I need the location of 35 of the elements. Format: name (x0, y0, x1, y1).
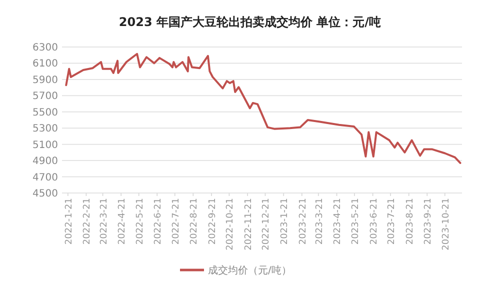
chart-title: 2023 年国产大豆轮出拍卖成交均价 单位：元/吨 (118, 15, 382, 29)
x-tick-label: 2022-10-21 (226, 198, 236, 250)
y-tick-label: 5500 (32, 107, 58, 118)
x-tick-label: 2023-8-21 (405, 198, 416, 245)
y-tick-label: 4500 (32, 188, 58, 200)
y-tick-label: 4900 (32, 156, 58, 168)
x-tick-label: 2022-6-21 (154, 198, 164, 245)
y-tick-label: 4700 (32, 172, 58, 184)
x-tick-label: 2023-4-21 (333, 198, 344, 245)
x-tick-label: 2022-2-21 (82, 198, 93, 245)
y-tick-label: 6100 (32, 58, 58, 70)
x-tick-label: 2022-3-21 (99, 198, 110, 245)
x-tick-label: 2022-9-21 (208, 198, 218, 245)
x-tick-label: 2023-10-21 (441, 198, 452, 250)
legend: 成交均价（元/吨） (180, 266, 292, 276)
y-tick-label: 6300 (32, 42, 58, 54)
legend-label: 成交均价（元/吨） (208, 264, 292, 276)
x-tick-label: 2023-9-21 (424, 198, 434, 245)
x-tick-label: 2022-8-21 (190, 198, 200, 245)
x-tick-label: 2022-1-21 (64, 198, 74, 245)
x-tick-label: 2022-11-21 (244, 198, 254, 250)
x-tick-label: 2023-1-21 (280, 198, 290, 245)
x-tick-label: 2023-5-21 (350, 198, 361, 245)
x-tick-label: 2022-4-21 (118, 198, 128, 245)
y-tick-label: 5700 (32, 91, 58, 102)
x-tick-label: 2023-2-21 (298, 198, 308, 245)
x-tick-label: 2023-6-21 (369, 198, 380, 245)
x-tick-label: 2022-5-21 (135, 198, 146, 245)
x-tick-label: 2023-3-21 (314, 198, 325, 245)
x-tick-label: 2022-7-21 (171, 198, 182, 245)
y-tick-label: 5100 (32, 140, 58, 151)
y-tick-label: 5300 (32, 124, 58, 135)
x-tick-label: 2022-12-21 (262, 198, 272, 250)
x-tick-label: 2023-7-21 (387, 198, 398, 245)
y-tick-label: 5900 (32, 74, 58, 86)
